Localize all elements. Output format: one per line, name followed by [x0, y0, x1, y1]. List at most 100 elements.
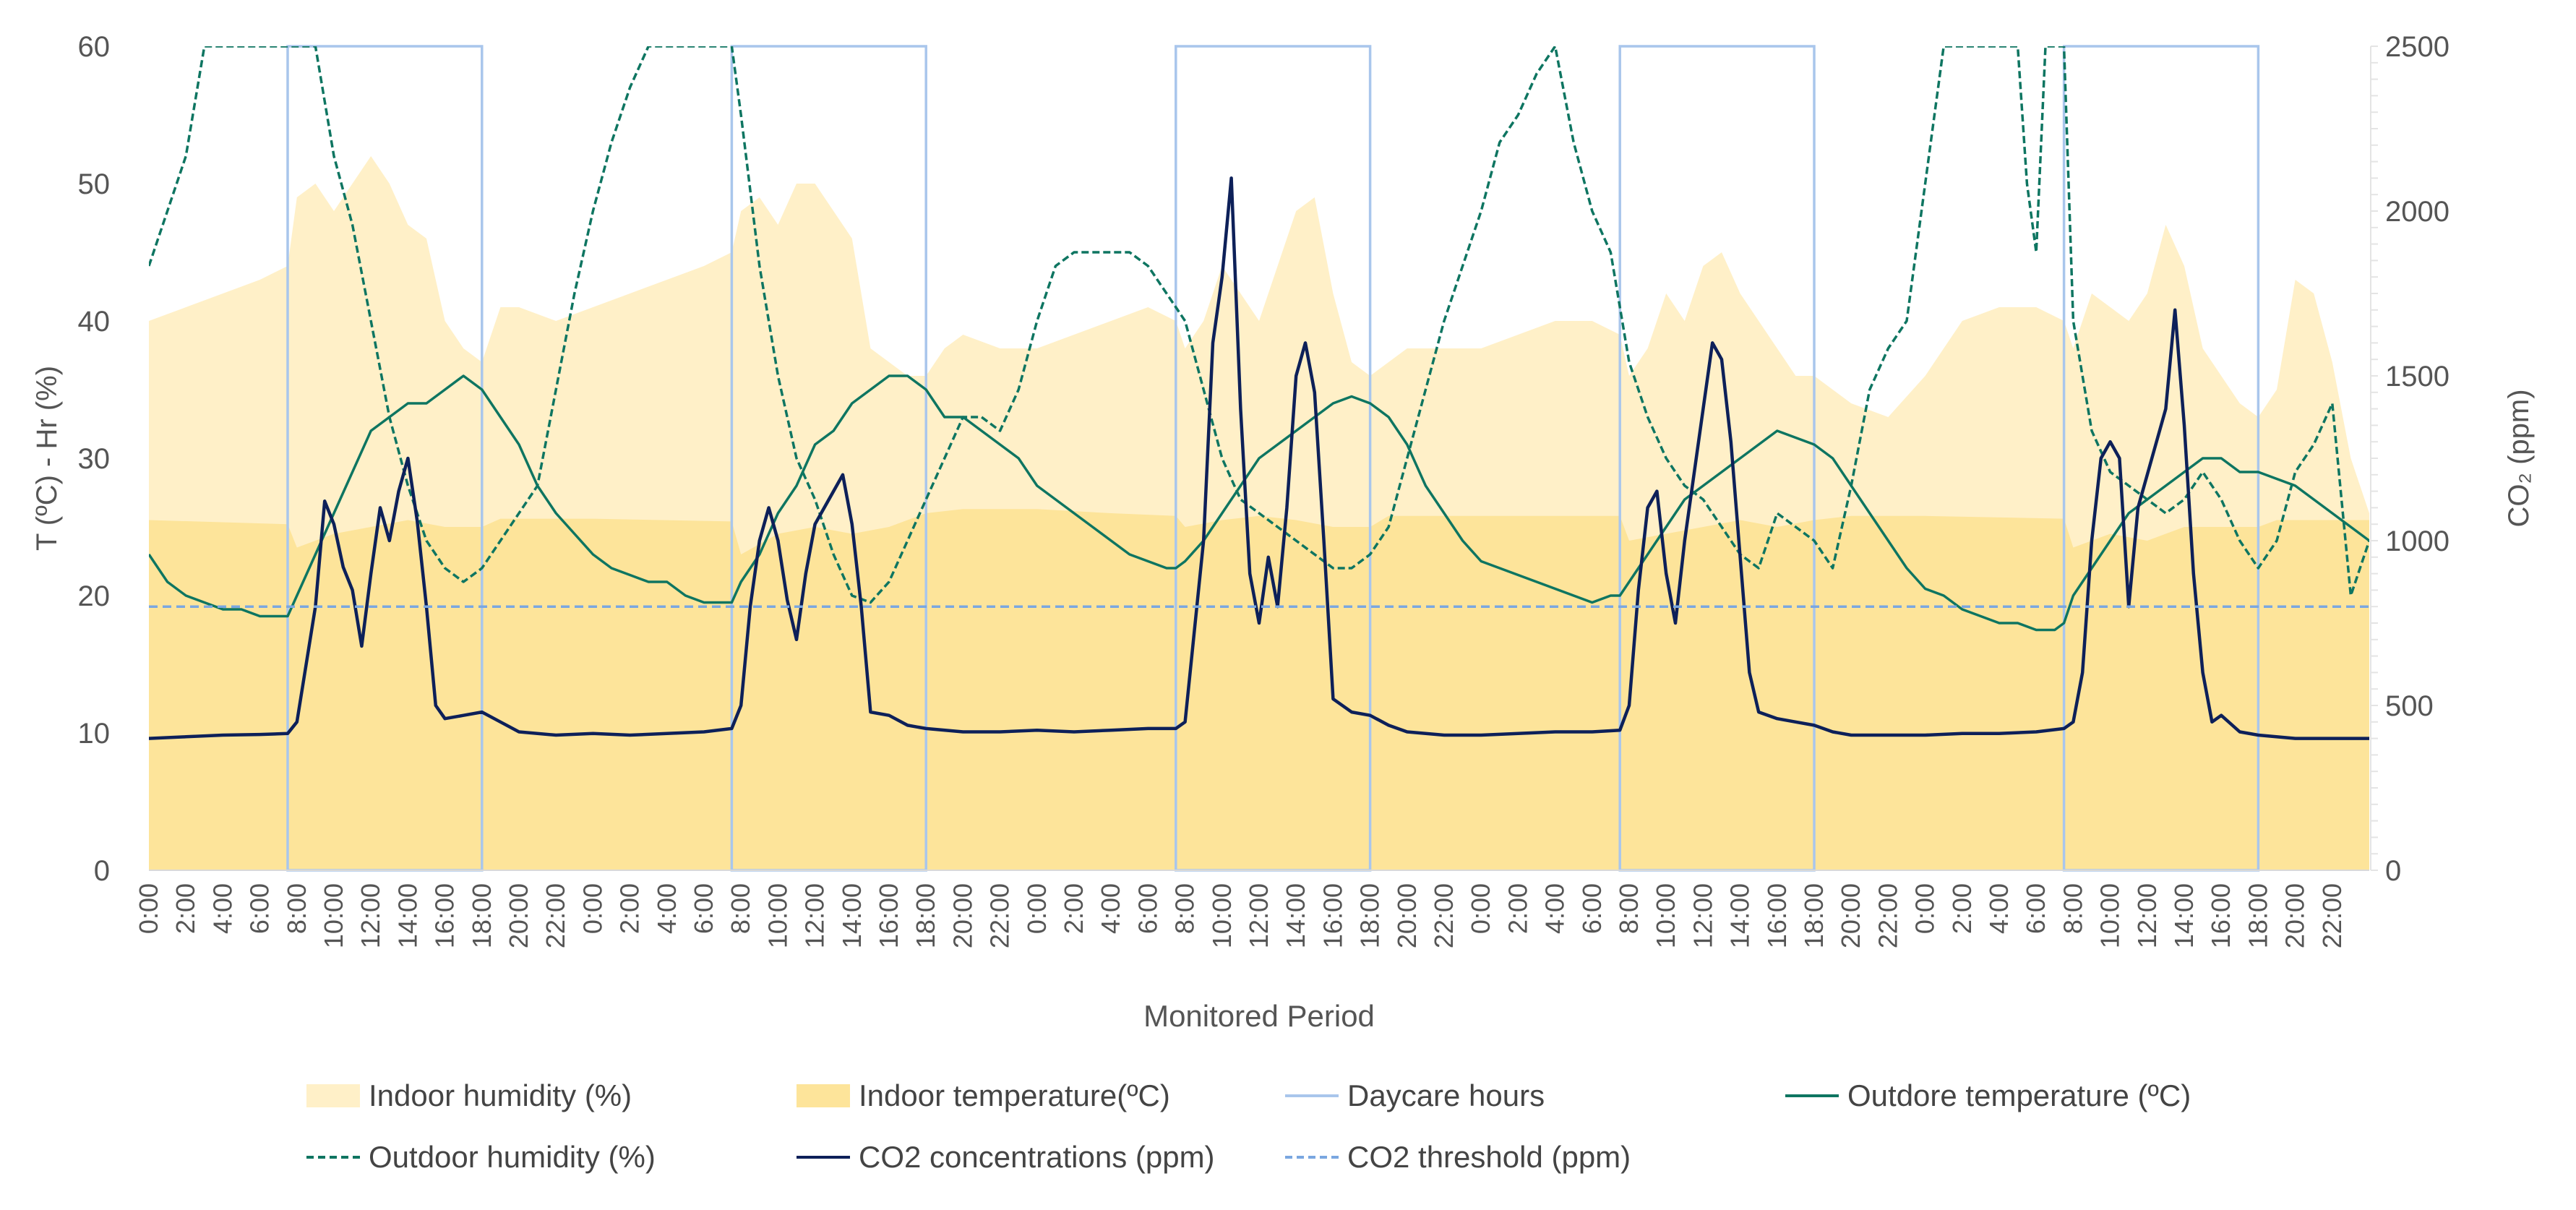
- x-tick-label: 12:00: [800, 883, 830, 948]
- x-tick-label: 4:00: [652, 883, 682, 934]
- legend-label: Daycare hours: [1347, 1078, 1545, 1112]
- x-tick-label: 16:00: [874, 883, 903, 948]
- x-tick-label: 16:00: [2206, 883, 2236, 948]
- x-tick-label: 10:00: [2095, 883, 2125, 948]
- y-right-tick-label: 0: [2385, 855, 2401, 887]
- y-right-tick-label: 1000: [2385, 525, 2450, 557]
- x-tick-label: 22:00: [985, 883, 1015, 948]
- x-tick-label: 14:00: [392, 883, 422, 948]
- x-tick-label: 4:00: [1984, 883, 2014, 934]
- x-tick-label: 2:00: [1503, 883, 1532, 934]
- x-tick-label: 6:00: [2021, 883, 2051, 934]
- x-tick-label: 0:00: [1466, 883, 1495, 934]
- x-tick-label: 18:00: [1799, 883, 1829, 948]
- x-tick-label: 14:00: [837, 883, 867, 948]
- x-tick-label: 14:00: [1725, 883, 1755, 948]
- x-tick-label: 6:00: [245, 883, 275, 934]
- y-left-tick-label: 20: [78, 580, 111, 612]
- y-axis-right-title: CO₂ (ppm): [2503, 389, 2535, 527]
- x-tick-label: 0:00: [1022, 883, 1052, 934]
- x-tick-label: 10:00: [319, 883, 348, 948]
- legend: Indoor humidity (%) Indoor temperature(ºC…: [306, 1078, 2191, 1174]
- x-tick-label: 8:00: [1614, 883, 1644, 934]
- x-tick-label: 20:00: [2280, 883, 2310, 948]
- x-tick-label: 20:00: [1392, 883, 1422, 948]
- x-tick-label: 8:00: [726, 883, 755, 934]
- x-tick-label: 18:00: [911, 883, 940, 948]
- y-right-tick-label: 2000: [2385, 196, 2450, 228]
- x-tick-label: 12:00: [1688, 883, 1717, 948]
- x-axis-title: Monitored Period: [1143, 999, 1375, 1033]
- x-tick-label: 14:00: [2169, 883, 2199, 948]
- x-tick-label: 4:00: [1096, 883, 1125, 934]
- legend-swatch: [306, 1084, 360, 1107]
- y-axis-left: 0 10 20 30 40 50 60: [78, 31, 111, 887]
- x-tick-label: 0:00: [578, 883, 607, 934]
- x-tick-label: 4:00: [1540, 883, 1570, 934]
- x-tick-label: 2:00: [615, 883, 645, 934]
- y-right-tick-label: 2500: [2385, 31, 2450, 63]
- legend-label: Outdore temperature (ºC): [1847, 1078, 2191, 1112]
- x-tick-label: 18:00: [1355, 883, 1385, 948]
- legend-item: Daycare hours: [1285, 1078, 1545, 1112]
- x-tick-label: 20:00: [504, 883, 533, 948]
- x-tick-label: 14:00: [1281, 883, 1310, 948]
- x-tick-label: 2:00: [171, 883, 200, 934]
- y-left-tick-label: 30: [78, 443, 111, 475]
- legend-item: Indoor humidity (%): [306, 1078, 632, 1112]
- legend-label: Indoor temperature(ºC): [859, 1078, 1170, 1112]
- line-series: [149, 46, 2369, 740]
- legend-item: Outdoor humidity (%): [306, 1140, 656, 1174]
- y-left-tick-label: 40: [78, 306, 111, 338]
- legend-label: Indoor humidity (%): [369, 1078, 632, 1112]
- x-tick-label: 10:00: [1207, 883, 1237, 948]
- x-tick-label: 6:00: [1577, 883, 1607, 934]
- legend-item: Indoor temperature(ºC): [797, 1078, 1170, 1112]
- x-tick-label: 18:00: [467, 883, 497, 948]
- legend-label: CO2 concentrations (ppm): [859, 1140, 1215, 1174]
- line-series-2: [149, 374, 2369, 632]
- y-right-tick-label: 1500: [2385, 361, 2450, 392]
- x-tick-label: 16:00: [1762, 883, 1792, 948]
- legend-item: CO2 threshold (ppm): [1285, 1140, 1631, 1174]
- x-tick-label: 6:00: [1133, 883, 1162, 934]
- legend-label: CO2 threshold (ppm): [1347, 1140, 1631, 1174]
- legend-swatch: [797, 1084, 850, 1107]
- legend-label: Outdoor humidity (%): [369, 1140, 656, 1174]
- x-tick-label: 22:00: [1429, 883, 1459, 948]
- x-tick-label: 8:00: [282, 883, 312, 934]
- x-axis-ticks: 0:00 2:00 4:00 6:00 8:00 10:00 12:00 14:00 16:00…: [134, 883, 2347, 948]
- x-tick-label: 20:00: [948, 883, 977, 948]
- x-tick-label: 12:00: [356, 883, 385, 948]
- x-tick-label: 12:00: [1244, 883, 1274, 948]
- y-right-tick-label: 500: [2385, 690, 2434, 722]
- x-tick-label: 22:00: [541, 883, 570, 948]
- x-tick-label: 2:00: [1059, 883, 1089, 934]
- x-tick-label: 20:00: [1836, 883, 1866, 948]
- x-tick-label: 10:00: [763, 883, 792, 948]
- x-tick-label: 16:00: [1318, 883, 1347, 948]
- y-left-tick-label: 10: [78, 718, 111, 750]
- line-series-4: [149, 176, 2369, 740]
- x-tick-label: 0:00: [134, 883, 163, 934]
- legend-item: CO2 concentrations (ppm): [797, 1140, 1215, 1174]
- x-tick-label: 8:00: [2058, 883, 2087, 934]
- x-tick-label: 8:00: [1170, 883, 1200, 934]
- x-tick-label: 22:00: [2317, 883, 2347, 948]
- y-axis-right: 0 500 1000 1500 2000 2500: [2370, 31, 2450, 887]
- y-left-tick-label: 50: [78, 168, 111, 200]
- y-left-tick-label: 0: [94, 855, 110, 887]
- y-left-tick-label: 60: [78, 31, 111, 63]
- x-tick-label: 22:00: [1873, 883, 1902, 948]
- x-tick-label: 16:00: [430, 883, 460, 948]
- y-axis-left-title: T (ºC) - Hr (%): [31, 366, 63, 551]
- x-tick-label: 10:00: [1651, 883, 1680, 948]
- x-tick-label: 4:00: [207, 883, 237, 934]
- x-tick-label: 2:00: [1947, 883, 1977, 934]
- legend-item: Outdore temperature (ºC): [1785, 1078, 2191, 1112]
- x-tick-label: 6:00: [689, 883, 718, 934]
- x-tick-label: 0:00: [1910, 883, 1940, 934]
- x-tick-label: 18:00: [2243, 883, 2272, 948]
- x-tick-label: 12:00: [2132, 883, 2162, 948]
